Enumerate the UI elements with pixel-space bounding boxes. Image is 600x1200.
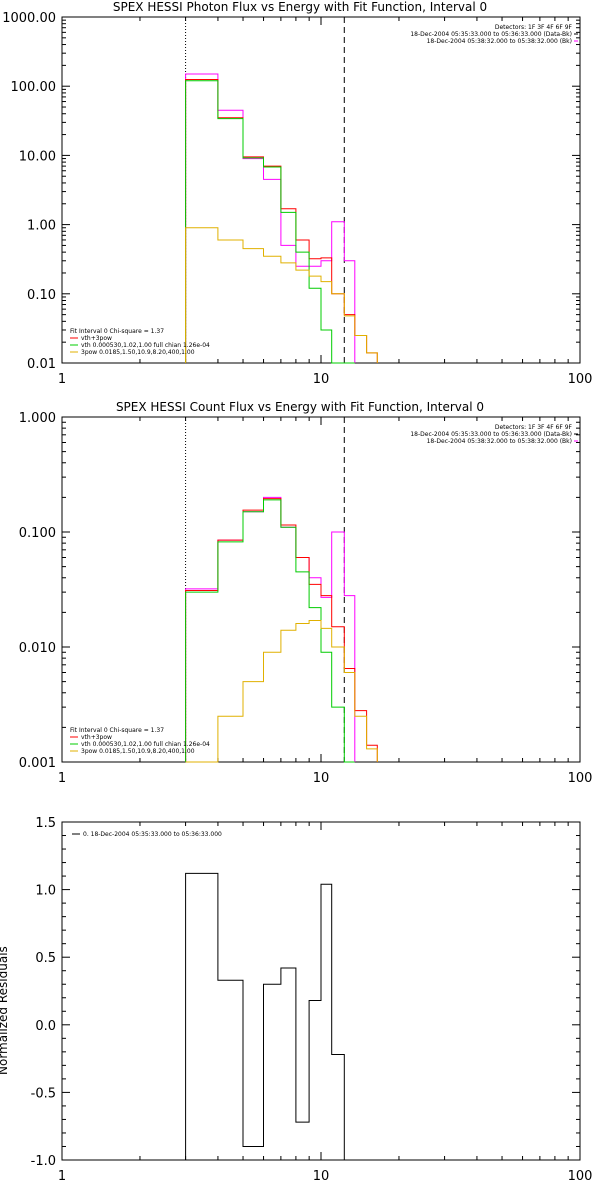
y-tick-label: 0.010 [19, 641, 56, 656]
series-line [185, 872, 345, 1160]
series-line [185, 79, 378, 363]
header-text: 18-Dec-2004 05:38:32.000 to 05:38:32.000… [427, 38, 572, 45]
series-line [185, 227, 378, 363]
chart-title-photon: SPEX HESSI Photon Flux vs Energy with Fi… [112, 0, 488, 14]
x-tick-label: 100 [568, 372, 593, 387]
y-tick-label: 1.0 [35, 884, 56, 899]
series-line [185, 496, 356, 762]
y-tick-label: 100.00 [11, 80, 57, 95]
y-axis-label-residuals: Normalized Residuals [0, 946, 10, 1075]
chart-title-count: SPEX HESSI Count Flux vs Energy with Fit… [115, 400, 485, 414]
y-tick-label: -0.5 [31, 1086, 56, 1101]
x-tick-label: 1 [58, 1169, 66, 1184]
y-tick-label: 0.0 [35, 1019, 56, 1034]
header-text: Detectors: 1F 3F 4F 6F 9F [495, 424, 573, 431]
chart-panel-2: 1 10 100 -1.0 -0.5 0.0 0.5 1.0 1.5 0. 18-Dec-2004… [31, 816, 593, 1184]
y-tick-label: 1.00 [27, 219, 56, 234]
legend-label: vth+3pow [81, 335, 112, 342]
y-tick-label: 1.000 [19, 411, 56, 426]
x-tick-label: 10 [313, 372, 330, 387]
series-line [185, 499, 355, 763]
y-tick-label: 0.10 [27, 288, 56, 303]
series-line [185, 620, 378, 763]
legend-title: Fit Interval 0 Chi-square = 1.37 [70, 727, 164, 734]
legend-label: vth 0.000530,1.02,1.00 full chian 1.26e-… [81, 342, 210, 349]
legend-label: vth+3pow [81, 734, 112, 741]
legend-label: 0. 18-Dec-2004 05:35:33.000 to 05:36:33.… [83, 831, 222, 838]
header-text: 18-Dec-2004 05:38:32.000 to 05:38:32.000… [427, 438, 572, 445]
y-tick-label: 0.01 [27, 357, 56, 372]
legend-label: vth 0.000530,1.02,1.00 full chian 1.26e-… [81, 741, 210, 748]
header-text: Detectors: 1F 3F 4F 6F 9F [495, 24, 573, 31]
y-tick-label: -1.0 [31, 1154, 56, 1169]
chart-panel-1: 1 10 100 0.001 0.010 0.100 1.000 Detectors: 1F … [19, 411, 593, 786]
y-tick-label: 0.5 [35, 951, 56, 966]
y-tick-label: 1.5 [35, 816, 56, 831]
y-tick-label: 0.100 [19, 526, 56, 541]
x-tick-label: 1 [58, 372, 66, 387]
x-tick-label: 100 [568, 771, 593, 786]
y-tick-label: 1000.00 [2, 11, 56, 26]
x-tick-label: 100 [568, 1169, 593, 1184]
y-tick-label: 10.00 [19, 149, 56, 164]
y-tick-label: 0.001 [19, 756, 56, 771]
chart-panel-0: 1 10 100 0.01 0.10 1.00 10.00 100.00 1000.00 Dete… [2, 11, 592, 387]
header-text: 18-Dec-2004 05:35:33.000 to 05:36:33.000… [410, 431, 572, 438]
series-line [185, 73, 356, 363]
x-tick-label: 1 [58, 771, 66, 786]
legend-label: 3pow 0.0185,1.50,10.9,8.20,400,1.00 [81, 349, 195, 356]
x-tick-label: 10 [313, 771, 330, 786]
header-text: 18-Dec-2004 05:35:33.000 to 05:36:33.000… [410, 31, 572, 38]
legend-label: 3pow 0.0185,1.50,10.9,8.20,400,1.00 [81, 748, 195, 755]
legend-title: Fit Interval 0 Chi-square = 1.37 [70, 328, 164, 335]
series-line [185, 80, 355, 364]
x-tick-label: 10 [313, 1169, 330, 1184]
